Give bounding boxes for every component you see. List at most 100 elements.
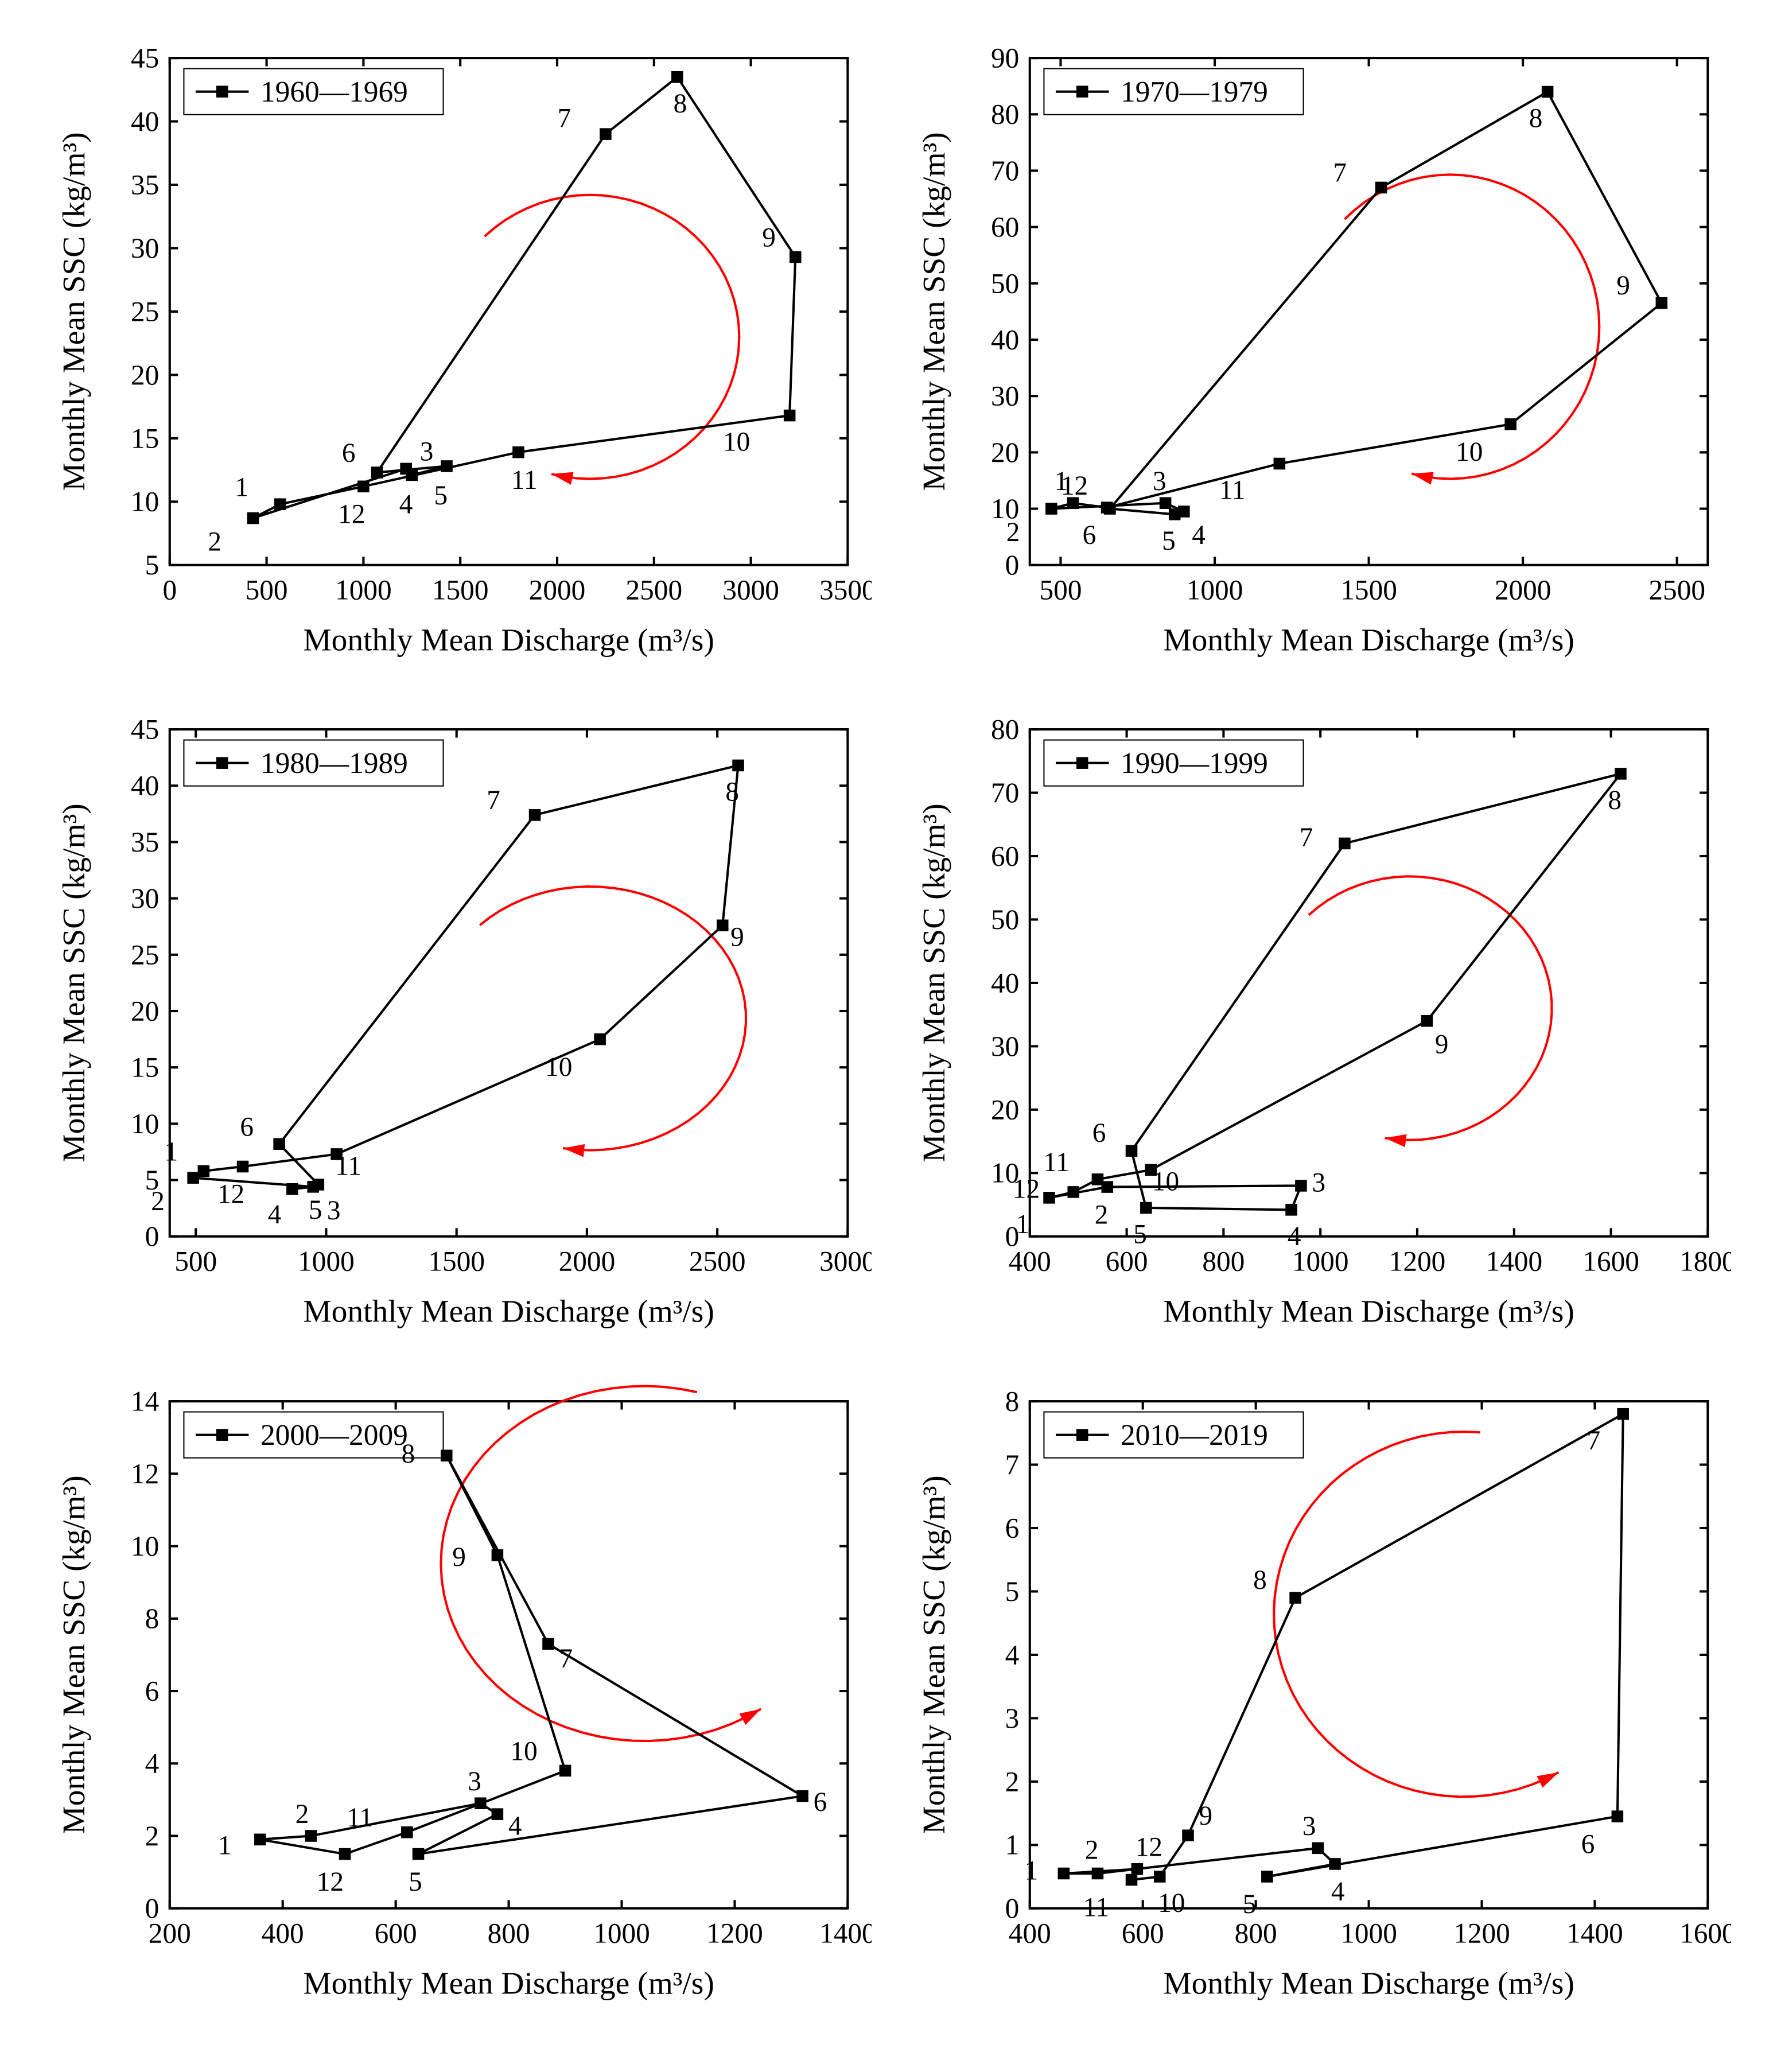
x-tick-label: 800: [1234, 1917, 1277, 1949]
y-tick-label: 3: [1005, 1702, 1019, 1733]
legend-label: 2000—2009: [260, 1419, 408, 1452]
chart-panel: 50010001500200025000102030405060708090Mo…: [906, 34, 1732, 683]
x-tick-label: 3000: [819, 1246, 871, 1277]
month-label: 12: [1135, 1832, 1162, 1862]
month-label: 3: [420, 437, 434, 467]
data-marker: [1067, 1186, 1079, 1198]
y-axis-label: Monthly Mean SSC (kg/m³): [916, 804, 951, 1163]
month-label: 5: [409, 1867, 422, 1896]
x-tick-label: 1500: [428, 1246, 485, 1277]
month-label: 10: [511, 1736, 538, 1766]
data-marker: [1617, 1408, 1629, 1420]
legend: 1970—1979: [1044, 69, 1303, 115]
month-label: 1: [235, 472, 249, 502]
data-marker: [1615, 768, 1627, 780]
month-label: 8: [1608, 786, 1622, 815]
data-marker: [187, 1172, 199, 1184]
month-label: 7: [1333, 158, 1347, 188]
data-marker: [441, 460, 453, 472]
month-label: 2: [208, 527, 221, 557]
hysteresis-arrow: [441, 1386, 761, 1740]
month-label: 10: [1158, 1888, 1185, 1918]
month-label: 1: [1024, 1856, 1038, 1886]
data-marker: [1289, 1592, 1301, 1604]
x-tick-label: 1400: [1566, 1917, 1623, 1949]
y-axis-label: Monthly Mean SSC (kg/m³): [57, 804, 92, 1163]
month-label: 8: [1253, 1565, 1267, 1595]
x-tick-label: 1000: [335, 574, 392, 605]
month-label: 9: [730, 923, 744, 953]
y-tick-label: 8: [145, 1603, 160, 1634]
month-label: 8: [1529, 104, 1542, 134]
month-label: 3: [1153, 467, 1166, 496]
x-tick-label: 400: [262, 1917, 304, 1949]
y-tick-label: 20: [131, 996, 159, 1027]
y-tick-label: 0: [1005, 1892, 1019, 1924]
x-tick-label: 800: [488, 1917, 530, 1949]
y-tick-label: 15: [131, 422, 159, 454]
data-marker: [339, 1848, 351, 1860]
x-axis-label: Monthly Mean Discharge (m³/s): [1163, 1294, 1574, 1329]
data-marker: [413, 1848, 425, 1860]
month-label: 11: [335, 1152, 361, 1181]
y-tick-label: 20: [990, 1094, 1018, 1126]
legend-label: 2010—2019: [1121, 1419, 1268, 1452]
month-label: 12: [317, 1867, 344, 1896]
data-marker: [559, 1764, 571, 1776]
x-tick-label: 2000: [529, 574, 586, 605]
hysteresis-arrow-head: [1385, 1134, 1406, 1147]
y-tick-label: 12: [131, 1457, 159, 1489]
data-marker: [1611, 1810, 1623, 1822]
month-label: 11: [1043, 1148, 1070, 1177]
legend-label: 1990—1999: [1121, 747, 1268, 780]
month-label: 12: [217, 1180, 244, 1210]
month-label: 8: [725, 778, 739, 807]
x-tick-label: 1000: [1340, 1917, 1397, 1949]
x-tick-label: 1200: [706, 1917, 763, 1949]
data-marker: [441, 1449, 453, 1461]
data-marker: [1045, 503, 1057, 515]
chart-svg: 5001000150020002500300005101520253035404…: [46, 706, 872, 1354]
month-label: 2: [1094, 1200, 1108, 1230]
month-label: 11: [1219, 476, 1245, 506]
month-label: 3: [1312, 1168, 1325, 1198]
month-label: 5: [434, 481, 448, 511]
y-tick-label: 70: [990, 777, 1018, 808]
panel-grid: 0500100015002000250030003500510152025303…: [0, 0, 1777, 2072]
chart-svg: 20040060080010001200140002468101214Month…: [46, 1378, 872, 2026]
legend-marker-icon: [1076, 1429, 1088, 1441]
x-axis-label: Monthly Mean Discharge (m³/s): [303, 1294, 714, 1329]
series-line: [1051, 92, 1661, 514]
y-tick-label: 20: [990, 437, 1018, 468]
data-marker: [406, 469, 418, 481]
y-tick-label: 0: [1005, 549, 1019, 581]
y-tick-label: 20: [131, 359, 159, 391]
y-tick-label: 0: [145, 1220, 160, 1252]
hysteresis-arrow: [1274, 1432, 1558, 1797]
legend: 1980—1989: [184, 740, 443, 786]
y-tick-label: 45: [131, 42, 159, 74]
y-tick-label: 35: [131, 826, 159, 858]
data-marker: [1140, 1202, 1152, 1214]
legend-marker-icon: [216, 1429, 228, 1441]
month-label: 12: [1012, 1175, 1039, 1204]
data-marker: [1421, 1015, 1433, 1027]
data-marker: [1261, 1871, 1273, 1883]
month-label: 7: [487, 786, 500, 815]
data-marker: [1339, 838, 1351, 850]
month-label: 12: [338, 499, 365, 529]
data-marker: [1504, 418, 1517, 430]
hysteresis-arrow-head: [551, 472, 574, 485]
y-tick-label: 25: [131, 296, 159, 327]
y-tick-label: 30: [131, 232, 159, 264]
month-label: 2: [1084, 1835, 1098, 1865]
y-tick-label: 45: [131, 714, 159, 745]
chart-panel: 5001000150020002500300005101520253035404…: [46, 706, 872, 1354]
y-tick-label: 30: [131, 883, 159, 914]
y-tick-label: 14: [131, 1385, 159, 1417]
y-axis-label: Monthly Mean SSC (kg/m³): [57, 132, 92, 491]
month-label: 1: [218, 1830, 232, 1860]
month-label: 6: [240, 1113, 254, 1142]
data-marker: [600, 128, 612, 140]
month-label: 4: [1287, 1222, 1301, 1251]
